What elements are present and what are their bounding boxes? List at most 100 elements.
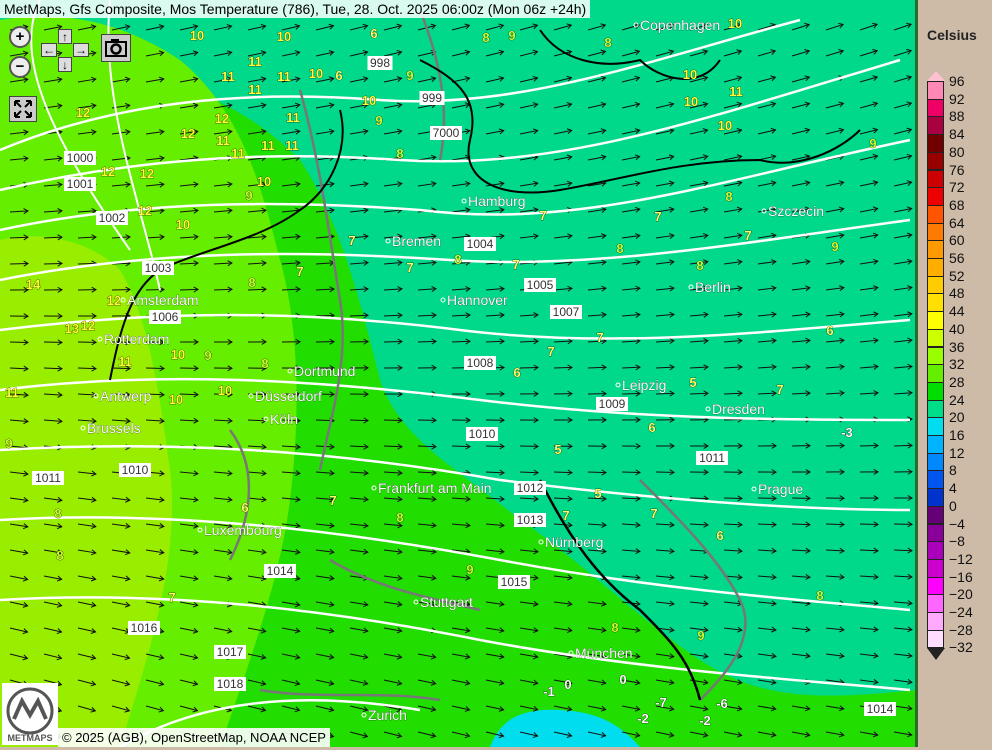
legend-color-swatch	[927, 541, 944, 560]
arrow-left-icon[interactable]: ←	[41, 43, 57, 57]
legend-color-swatch	[927, 382, 944, 401]
city-label: Copenhagen	[640, 17, 720, 33]
temperature-value: 9	[5, 436, 12, 451]
isobar-value: 1016	[131, 621, 158, 635]
city-marker[interactable]: Rotterdam	[98, 331, 169, 347]
zoom-out-icon[interactable]: −	[9, 56, 31, 78]
temperature-value: 8	[696, 258, 703, 273]
city-marker[interactable]: Szczecin	[762, 203, 824, 219]
legend-color-swatch	[927, 488, 944, 507]
isobar-value: 1002	[99, 211, 126, 225]
temperature-value: 5	[594, 486, 601, 501]
arrow-down-icon[interactable]: ↓	[58, 57, 72, 72]
isobar-value: 1009	[599, 397, 626, 411]
legend-color-swatch	[927, 116, 944, 135]
city-label: Köln	[270, 411, 298, 427]
temperature-value: 10	[190, 28, 204, 43]
isobar-value: 7000	[433, 126, 460, 140]
city-label: Düsseldorf	[255, 388, 322, 404]
legend-label: −12	[949, 552, 973, 566]
city-marker[interactable]: Stuttgart	[414, 594, 473, 610]
temperature-value: 10	[684, 94, 698, 109]
temperature-value: 7	[596, 330, 603, 345]
city-marker[interactable]: Prague	[752, 481, 803, 497]
temperature-value: 8	[725, 189, 732, 204]
city-label: Bremen	[392, 233, 441, 249]
temperature-value: 9	[204, 348, 211, 363]
city-marker[interactable]: Nürnberg	[539, 534, 603, 550]
map-attribution: © 2025 (AGB), OpenStreetMap, NOAA NCEP	[58, 728, 330, 747]
city-marker[interactable]: Copenhagen	[634, 17, 720, 33]
city-marker[interactable]: Bremen	[386, 233, 441, 249]
city-label: Szczecin	[768, 203, 824, 219]
temperature-value: 6	[335, 68, 342, 83]
temperature-value: 6	[826, 323, 833, 338]
city-marker[interactable]: Dortmund	[288, 363, 355, 379]
temperature-value: -6	[716, 696, 728, 711]
temperature-value: 13	[65, 321, 79, 336]
temperature-value: 12	[107, 293, 121, 308]
city-marker[interactable]: Düsseldorf	[249, 388, 322, 404]
city-marker[interactable]: Amsterdam	[121, 292, 199, 308]
isobar-label: 998	[368, 56, 393, 70]
temperature-value: 10	[218, 383, 232, 398]
city-marker[interactable]: Frankfurt am Main	[372, 480, 492, 496]
temperature-value: -3	[841, 425, 853, 440]
legend-label: 56	[949, 251, 965, 265]
legend-label: −20	[949, 587, 973, 601]
temperature-value: 7	[776, 382, 783, 397]
legend-label: 24	[949, 393, 965, 407]
legend-label: −16	[949, 570, 973, 584]
arrow-up-icon[interactable]: ↑	[58, 29, 72, 44]
legend-label: 12	[949, 446, 965, 460]
temperature-value: 12	[76, 105, 90, 120]
city-marker[interactable]: Brussels	[81, 420, 141, 436]
temperature-value: 9	[869, 136, 876, 151]
arrow-right-icon[interactable]: →	[73, 43, 89, 57]
temperature-value: 7	[650, 506, 657, 521]
temperature-value: 0	[564, 677, 571, 692]
temperature-value: 11	[285, 138, 299, 153]
city-marker[interactable]: Berlin	[689, 279, 731, 295]
camera-icon[interactable]	[101, 34, 131, 62]
temperature-value: -1	[543, 684, 555, 699]
temperature-value: 6	[370, 26, 377, 41]
temperature-value: 10	[169, 392, 183, 407]
city-marker[interactable]: Hannover	[441, 292, 508, 308]
isobar-label: 1004	[464, 237, 496, 251]
city-marker[interactable]: Köln	[264, 411, 298, 427]
legend-color-swatch	[927, 223, 944, 242]
city-marker[interactable]: Hamburg	[462, 193, 526, 209]
temperature-value: 5	[554, 442, 561, 457]
city-label: Stuttgart	[420, 594, 473, 610]
legend-color-swatch	[927, 364, 944, 383]
city-marker[interactable]: Zurich	[362, 707, 407, 723]
city-marker[interactable]: Luxembourg	[198, 522, 282, 538]
zoom-in-icon[interactable]: +	[9, 26, 31, 48]
legend-color-swatch	[927, 559, 944, 578]
temperature-value: 10	[257, 174, 271, 189]
isobar-label: 1008	[464, 356, 496, 370]
city-marker[interactable]: Leipzig	[616, 377, 666, 393]
city-marker[interactable]: Antwerp	[94, 388, 152, 404]
temperature-value: 8	[261, 356, 268, 371]
fullscreen-icon[interactable]	[9, 96, 37, 122]
legend-color-swatch	[927, 170, 944, 189]
temperature-value: 7	[539, 208, 546, 223]
legend-color-swatch	[927, 152, 944, 171]
city-marker[interactable]: Dresden	[706, 401, 765, 417]
temperature-value: 11	[248, 82, 262, 97]
map-title: MetMaps, Gfs Composite, Mos Temperature …	[0, 0, 590, 18]
city-label: Frankfurt am Main	[378, 480, 492, 496]
city-marker[interactable]: München	[569, 645, 633, 661]
temperature-value: 7	[512, 257, 519, 272]
temperature-value: 7	[562, 508, 569, 523]
legend-label: 84	[949, 127, 965, 141]
temperature-value: 11	[221, 69, 235, 84]
isobar-label: 1018	[214, 677, 246, 691]
legend-label: 20	[949, 410, 965, 424]
isobar-label: 1014	[264, 564, 296, 578]
legend-bottom-arrow	[927, 648, 945, 660]
